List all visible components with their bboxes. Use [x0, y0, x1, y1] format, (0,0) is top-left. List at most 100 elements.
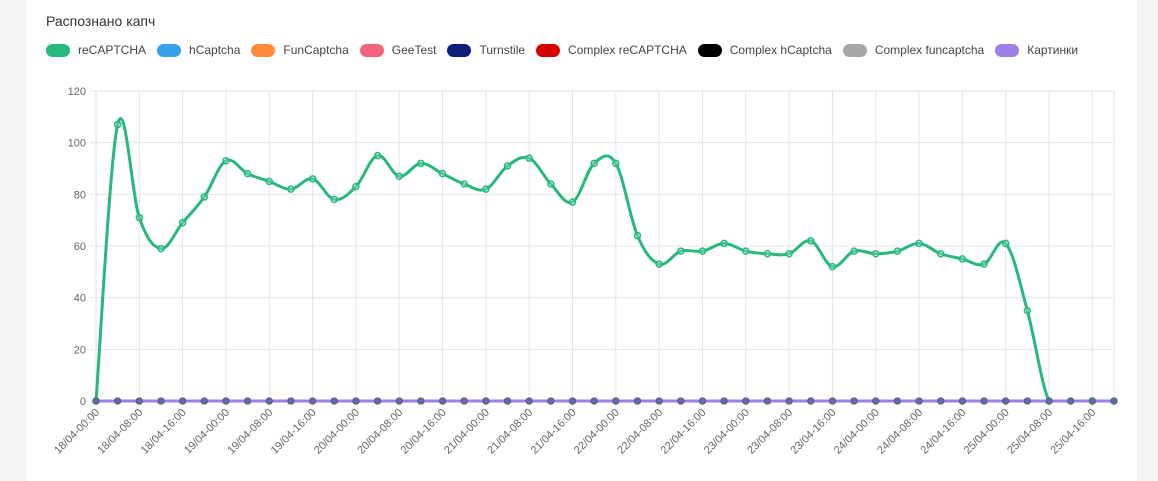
data-point — [438, 169, 447, 178]
legend-label: Картинки — [1027, 43, 1079, 57]
legend-label: FunCaptcha — [283, 43, 349, 57]
data-point — [265, 177, 274, 186]
legend-swatch — [46, 43, 70, 57]
data-point — [590, 397, 598, 405]
y-tick-label: 100 — [68, 138, 86, 150]
y-tick-label: 0 — [80, 396, 86, 408]
data-point — [915, 397, 923, 405]
data-point — [113, 120, 122, 129]
data-point — [135, 397, 143, 405]
data-point — [655, 260, 663, 268]
y-tick-label: 40 — [74, 293, 86, 305]
data-point — [633, 231, 642, 240]
data-point — [807, 237, 815, 245]
data-point — [742, 397, 750, 405]
x-tick-label: 24/04-16:00 — [918, 407, 968, 457]
legend-item[interactable]: Turnstile — [447, 43, 525, 57]
data-point — [287, 185, 295, 193]
legend-item[interactable]: hCaptcha — [157, 43, 240, 57]
x-tick-label: 22/04-00:00 — [572, 407, 622, 457]
data-point — [698, 397, 706, 405]
x-tick-label: 22/04-16:00 — [659, 407, 709, 457]
data-point — [893, 247, 902, 255]
data-point — [352, 397, 360, 405]
data-point — [677, 397, 685, 405]
legend-item[interactable]: Complex funcaptcha — [842, 43, 984, 57]
y-tick-label: 80 — [74, 189, 86, 201]
x-tick-label: 23/04-00:00 — [702, 407, 752, 457]
data-point — [612, 397, 620, 405]
x-tick-label: 20/04-16:00 — [399, 407, 449, 457]
chart-legend: reCAPTCHA hCaptcha FunCaptcha GeeTest Turnst… — [46, 43, 1089, 57]
data-point — [525, 154, 533, 162]
legend-item[interactable]: reCAPTCHA — [46, 43, 146, 57]
legend-item[interactable]: GeeTest — [359, 43, 437, 57]
data-point — [1023, 397, 1031, 405]
data-point — [850, 247, 858, 255]
data-point — [309, 397, 317, 405]
data-point — [417, 397, 425, 405]
legend-item[interactable]: FunCaptcha — [251, 43, 349, 57]
x-tick-label: 20/04-08:00 — [355, 407, 405, 457]
x-tick-label: 24/04-08:00 — [875, 407, 925, 457]
data-point — [893, 397, 901, 405]
data-point — [200, 193, 209, 201]
data-point — [742, 247, 750, 255]
legend-label: Complex hCaptcha — [729, 43, 832, 57]
data-point — [330, 195, 339, 204]
data-point — [850, 397, 858, 405]
data-point — [785, 397, 793, 405]
data-point — [178, 219, 187, 227]
data-point — [720, 239, 728, 248]
x-tick-label: 18/04-08:00 — [95, 407, 145, 457]
legend-item[interactable]: Complex hCaptcha — [697, 43, 832, 57]
data-point — [958, 255, 967, 263]
data-point — [612, 159, 620, 168]
data-point — [937, 397, 945, 405]
data-point — [1001, 239, 1010, 248]
legend-label: reCAPTCHA — [78, 43, 147, 57]
legend-swatch — [536, 43, 561, 57]
x-tick-label: 25/04-00:00 — [962, 407, 1012, 457]
x-tick-label: 19/04-00:00 — [182, 407, 232, 457]
data-point — [482, 397, 490, 405]
data-point — [395, 397, 403, 405]
data-point — [785, 250, 793, 258]
x-tick-label: 18/04-00:00 — [52, 407, 102, 457]
data-point — [135, 213, 144, 222]
legend-swatch — [842, 43, 867, 57]
data-point — [525, 397, 533, 405]
x-tick-label: 19/04-08:00 — [225, 407, 275, 457]
line-chart: 0 20 40 60 80 100 120 18/04-00:0018/04-08:0018/… — [52, 86, 1118, 457]
legend-label: GeeTest — [391, 43, 437, 57]
data-point — [114, 397, 122, 405]
data-point — [1023, 306, 1032, 315]
data-point — [720, 397, 728, 405]
data-point — [503, 162, 512, 170]
data-point — [915, 239, 923, 248]
x-tick-label: 18/04-16:00 — [139, 407, 189, 457]
legend-swatch — [697, 43, 722, 57]
legend-swatch — [359, 43, 384, 57]
legend-swatch — [995, 43, 1020, 57]
x-tick-label: 24/04-00:00 — [832, 407, 882, 457]
data-point — [244, 397, 252, 405]
data-point — [807, 397, 815, 405]
data-point — [374, 397, 382, 405]
data-point — [460, 180, 468, 188]
x-tick-label: 19/04-16:00 — [269, 407, 319, 457]
x-tick-label: 21/04-16:00 — [529, 407, 579, 457]
data-point — [828, 397, 836, 405]
legend-item[interactable]: Картинки — [995, 43, 1078, 57]
data-point — [352, 182, 360, 191]
data-point — [980, 397, 988, 405]
data-point — [763, 397, 771, 405]
data-point — [1110, 397, 1118, 405]
data-point — [872, 397, 880, 405]
data-point — [958, 397, 966, 405]
legend-item[interactable]: Complex reCAPTCHA — [536, 43, 687, 57]
x-tick-label: 22/04-08:00 — [615, 407, 665, 457]
chart-points — [92, 120, 1118, 405]
data-point — [243, 169, 252, 178]
data-point — [871, 250, 880, 258]
